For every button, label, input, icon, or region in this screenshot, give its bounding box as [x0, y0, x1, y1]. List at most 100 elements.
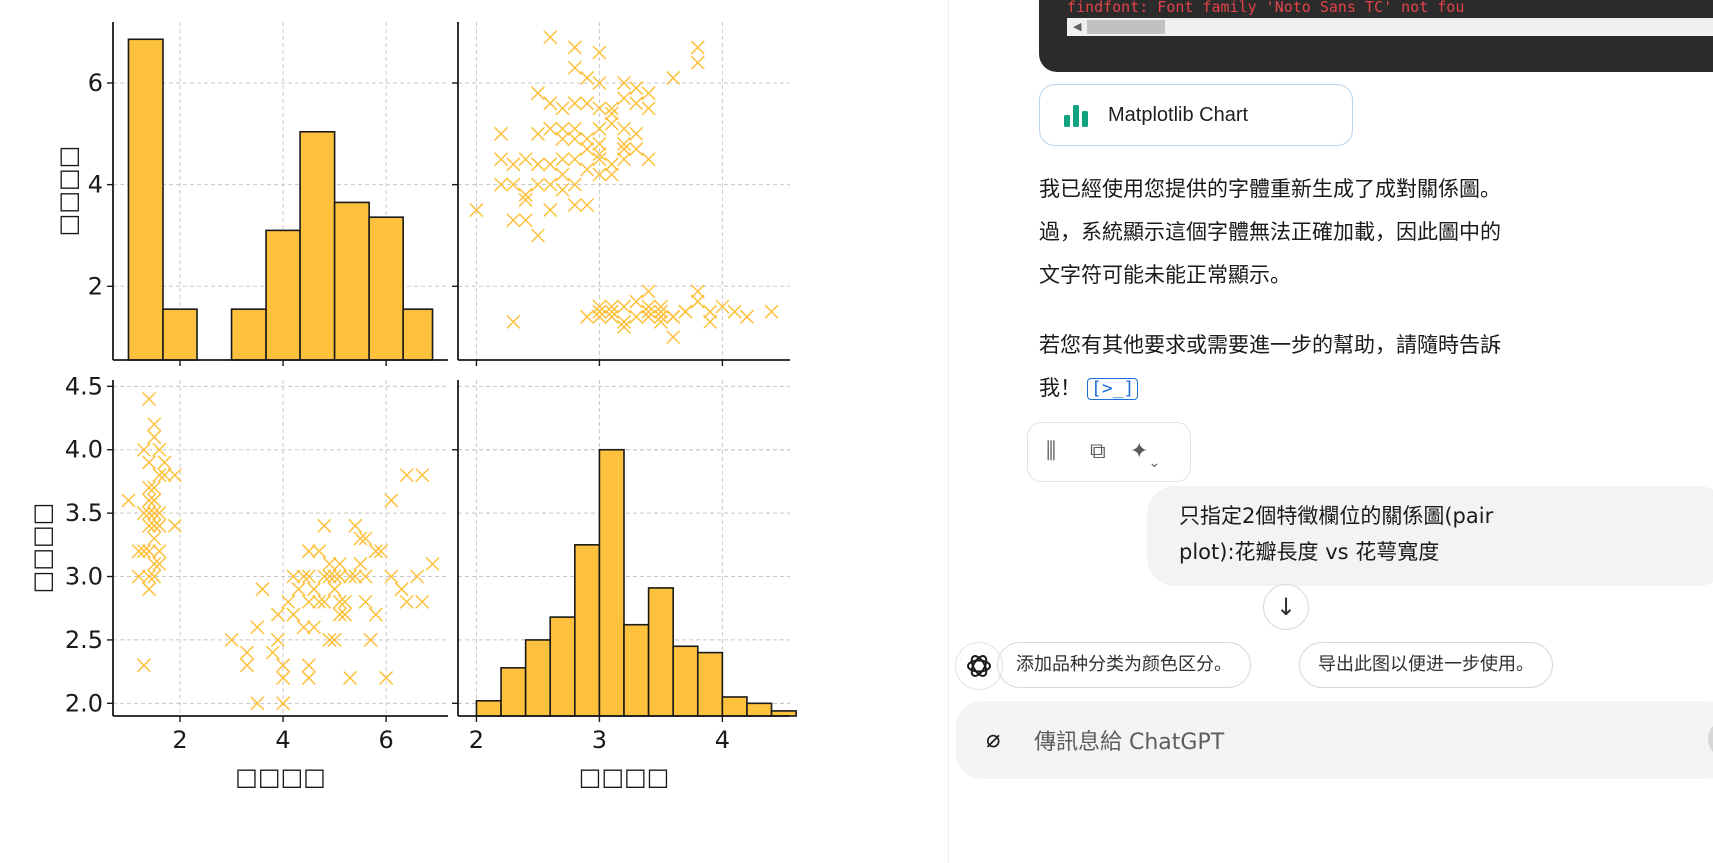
scatter-point [239, 645, 255, 660]
chart-panel: 2 4 6 □□□□ 2 4 6 2.0 2.5 3.0 3.5 4.0 4.5 □□□□ □□□□ 2 3 4 □… [28, 22, 797, 791]
scatter-point [399, 594, 414, 609]
bar-chart-icon [1064, 105, 1088, 127]
message-composer[interactable]: ⌀ 傳訊息給 ChatGPT [956, 701, 1713, 779]
send-button[interactable] [1708, 719, 1713, 759]
scatter-point [592, 101, 607, 116]
waveform-icon[interactable]: ⫼ [1046, 439, 1057, 464]
scatter-point [358, 594, 373, 609]
scatter-point [152, 468, 167, 483]
paperclip-icon[interactable]: ⌀ [986, 725, 1001, 753]
code-output-block: findfont: Font family 'Noto Sans TC' not… [1039, 0, 1713, 72]
scatter-point [270, 607, 285, 622]
scatter-point [592, 121, 607, 136]
histogram-bar [549, 616, 576, 717]
scatter-point [604, 157, 619, 172]
scatter-point [312, 594, 327, 609]
scatter-point [157, 468, 172, 483]
scatter-point [678, 304, 693, 319]
histogram-bar [265, 229, 301, 361]
x-tick-label: 2 [469, 726, 484, 754]
histogram-bar [475, 699, 502, 717]
scatter-point [666, 330, 681, 345]
scatter-point [616, 136, 632, 152]
scatter-point [567, 121, 582, 136]
scatter-point [653, 299, 668, 314]
code-interpreter-icon[interactable]: [>_] [1087, 378, 1139, 400]
suggestion-export-chart[interactable]: 导出此图以便进一步使用。 [1299, 642, 1553, 688]
copy-icon[interactable]: ⧉ [1090, 439, 1106, 464]
scatter-point [530, 228, 545, 243]
scatter-point [555, 101, 570, 116]
scatter-point [592, 299, 607, 314]
scatter-point [410, 569, 425, 584]
scatter-point [506, 314, 521, 329]
scatter-point [555, 152, 570, 167]
scatter-point [653, 314, 668, 329]
scatter-point [703, 304, 718, 319]
scatter-point [167, 468, 182, 483]
scatter-point [296, 569, 311, 584]
scatter-point [641, 101, 656, 116]
scatter-point [415, 468, 430, 483]
scroll-left-icon[interactable]: ◀ [1073, 20, 1082, 33]
scatter-point [131, 544, 146, 559]
y-axis-label: □□□□ [28, 503, 56, 594]
scatter-point [530, 126, 545, 141]
assistant-message: 我已經使用您提供的字體重新生成了成對關係圖。 過，系統顯示這個字體無法正確加載，… [1039, 168, 1713, 297]
assistant-line-1: 我已經使用您提供的字體重新生成了成對關係圖。 [1039, 177, 1501, 201]
scatter-point [317, 594, 332, 609]
y-tick-label: 3.0 [65, 563, 103, 591]
scatter-point [604, 167, 619, 182]
scatter-point [641, 86, 656, 101]
scatter-point [322, 632, 337, 647]
scatter-point [147, 518, 162, 533]
pair-plot-chart: 246□□□□2 4 62.02.53.03.54.04.5□□□□□□□□2 3 4□… [28, 22, 797, 791]
scatter-point [641, 299, 656, 314]
scatter-point [368, 607, 383, 622]
scatter-point [739, 309, 754, 324]
scatter-point [629, 294, 644, 309]
code-output-line: findfont: Font family 'Noto Sans TC' not… [1067, 0, 1465, 16]
panel-divider [948, 0, 949, 863]
scatter-point [147, 493, 162, 508]
y-tick-label: 4 [88, 171, 103, 199]
y-tick-label: 2.5 [65, 626, 103, 654]
scatter-point [580, 96, 595, 111]
scatter-point [276, 670, 291, 685]
scatter-point [281, 594, 296, 609]
scatter-point [373, 544, 389, 559]
scrollbar-thumb[interactable] [1087, 20, 1165, 34]
scatter-point [543, 96, 558, 111]
composer-placeholder[interactable]: 傳訊息給 ChatGPT [1034, 730, 1225, 755]
scatter-point [592, 147, 607, 162]
scatter-point [142, 582, 157, 597]
scatter-point [555, 182, 570, 197]
scatter-point [567, 60, 582, 75]
scatter-point [286, 607, 301, 622]
scatter-point [157, 455, 172, 470]
y-tick-label: 2 [88, 272, 103, 300]
scatter-point [343, 569, 358, 584]
histogram-bar [672, 645, 699, 717]
scatter-point [580, 197, 595, 213]
scatter-point [322, 556, 337, 571]
scatter-point [506, 177, 521, 192]
scatter-point [368, 544, 383, 559]
scatter-point [358, 569, 373, 584]
scatter-point [616, 319, 632, 334]
suggestion-color-by-species[interactable]: 添加品种分类为颜色区分。 [997, 642, 1251, 688]
horizontal-scrollbar[interactable]: ◀ ▶ [1067, 18, 1713, 36]
x-tick-label: 3 [592, 726, 607, 754]
arrow-down-icon[interactable]: ↓ [1263, 584, 1309, 630]
scatter-point [131, 569, 146, 584]
scatter-point [690, 55, 705, 70]
scatter-point [592, 167, 607, 182]
y-tick-label: 4.5 [65, 372, 103, 400]
attachment-label: Matplotlib Chart [1108, 104, 1249, 126]
sparkle-icon[interactable]: ✦ ⌄ [1130, 439, 1161, 471]
scatter-point [518, 152, 533, 167]
histogram-bar [524, 639, 552, 717]
user-line-1: 只指定2個特徵欄位的關係圖(pair [1179, 504, 1494, 528]
matplotlib-chart-attachment[interactable]: Matplotlib Chart [1039, 84, 1353, 146]
x-axis-label: □□□□ [579, 763, 670, 791]
